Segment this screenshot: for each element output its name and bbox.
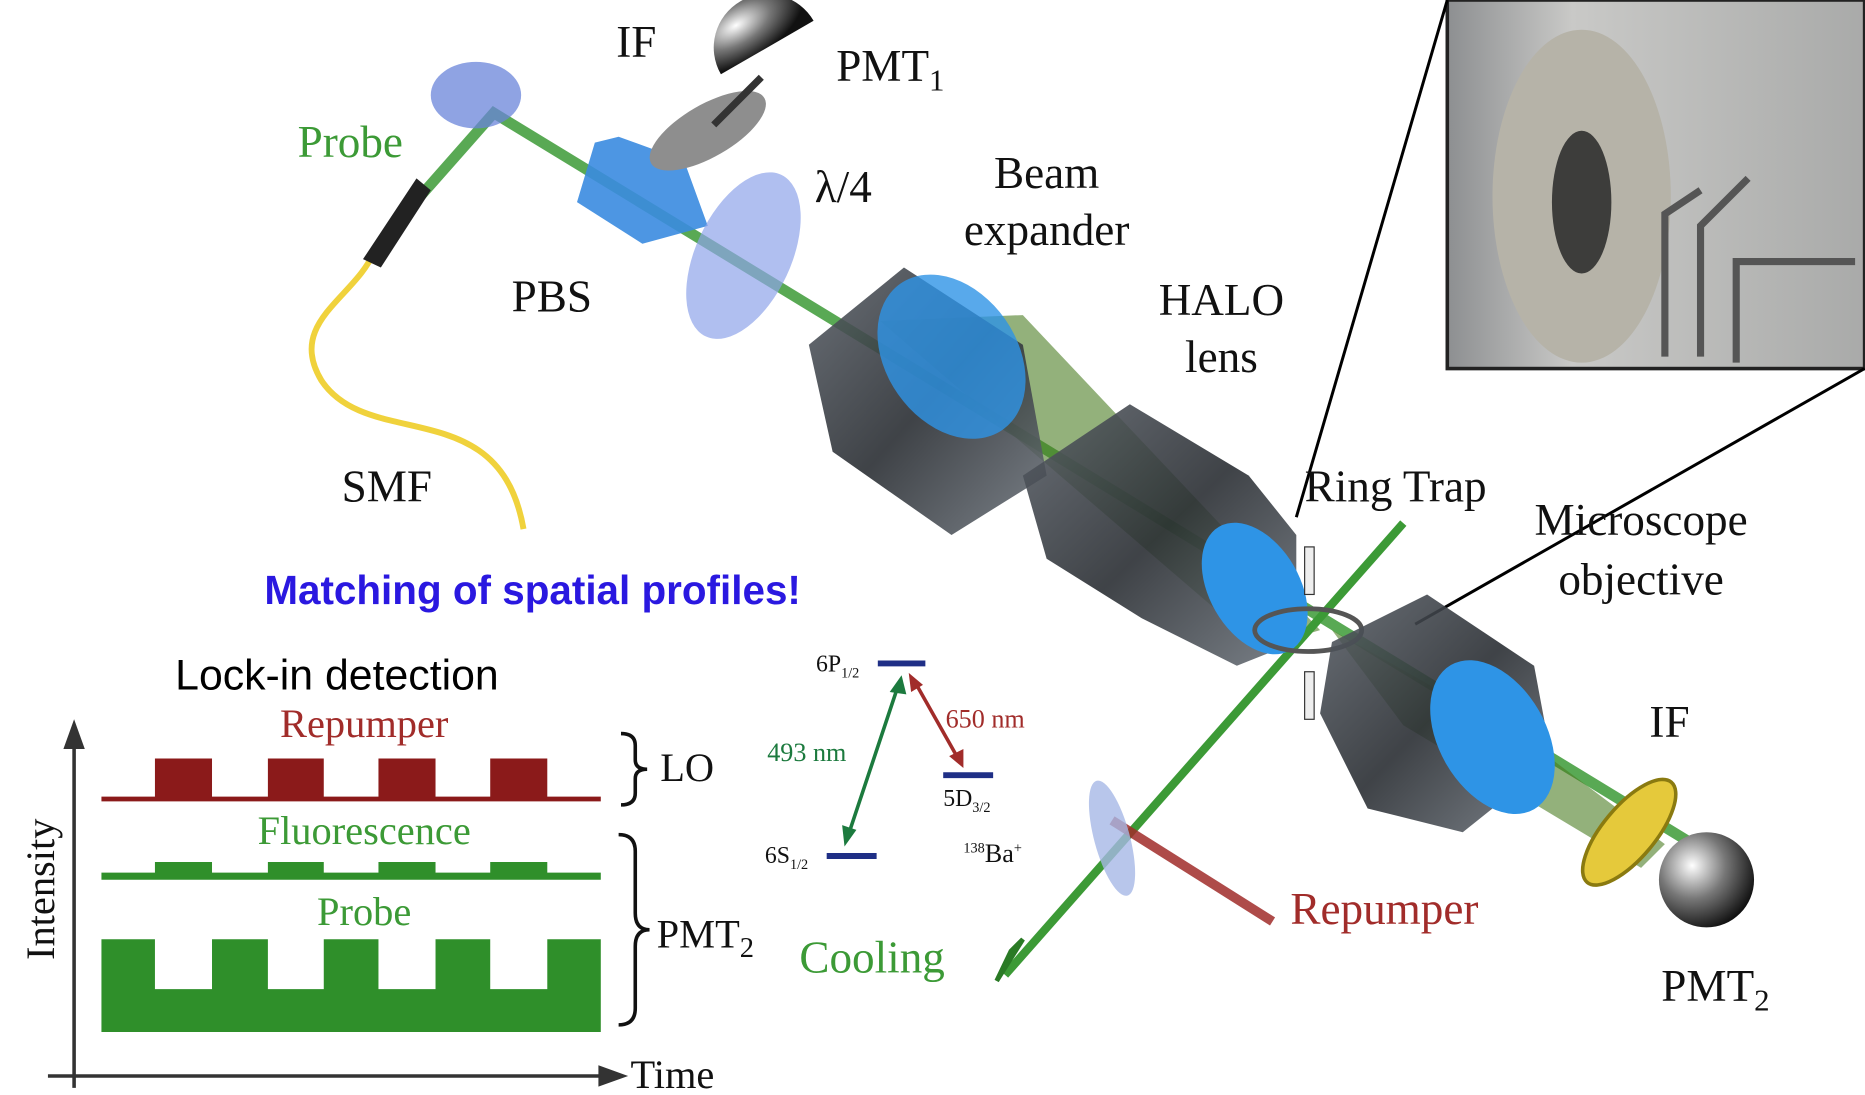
lockin-label: Repumper — [280, 701, 449, 746]
label: PMT1 — [836, 41, 944, 98]
text: HALO — [1159, 275, 1284, 325]
diagram: IF PMT1 Probe λ/4 Beamexpander PBS HALOl… — [0, 0, 1865, 1095]
text: lens — [1185, 332, 1258, 382]
text: expander — [964, 205, 1129, 255]
text: PMT — [836, 41, 929, 91]
lockin-title: Lock-in detection — [175, 652, 499, 700]
label: PMT2 — [1661, 961, 1769, 1018]
text: 5D — [943, 786, 972, 812]
label: λ/4 — [815, 162, 872, 212]
text: Beam — [994, 148, 1099, 198]
label: Beam expander — [964, 148, 1129, 255]
text: 1 — [929, 62, 944, 97]
text: + — [1014, 840, 1022, 856]
text: 3/2 — [972, 800, 990, 816]
level-label: 6P1/2 — [816, 652, 859, 682]
lockin-panel: Lock-in detection Repumper LO Fluorescen… — [18, 652, 754, 1095]
text: 6S — [765, 843, 790, 869]
transition-label: 493 nm — [767, 738, 846, 767]
page: {"setup": {"if_top": "IF", "pmt_top": {"… — [0, 0, 1865, 1095]
text: 1/2 — [790, 857, 808, 873]
lockin-label: LO — [660, 745, 714, 790]
level-label: 5D3/2 — [943, 786, 990, 816]
y-axis-label: Intensity — [18, 818, 63, 960]
text: Microscope — [1535, 495, 1748, 545]
lockin-label: Probe — [317, 889, 411, 934]
label: Ring Trap — [1305, 462, 1487, 512]
text: 138 — [963, 840, 984, 856]
ion-label: 138Ba+ — [963, 839, 1021, 868]
label: Probe — [298, 117, 403, 167]
text: 6P — [816, 652, 841, 678]
label: Cooling — [799, 933, 945, 983]
label: Repumper — [1290, 884, 1478, 934]
x-axis-label: Time — [631, 1052, 715, 1095]
text: Ba — [985, 839, 1014, 868]
level-label: 6S1/2 — [765, 843, 808, 873]
beam-expander-body — [809, 246, 1056, 535]
transition-label: 650 nm — [946, 705, 1025, 734]
label: Microscope objective — [1535, 495, 1748, 604]
microscope-body — [1320, 594, 1580, 835]
text: objective — [1558, 554, 1724, 604]
lockin-label: PMT2 — [657, 912, 754, 965]
text: PMT — [1661, 961, 1754, 1011]
label: SMF — [342, 462, 432, 512]
note: Matching of spatial profiles! — [264, 567, 801, 613]
label: IF — [1649, 697, 1689, 747]
label: PBS — [512, 271, 592, 321]
label: HALO lens — [1159, 275, 1284, 382]
text: 1/2 — [841, 666, 859, 682]
lockin-label: Fluorescence — [258, 808, 471, 853]
text: PMT — [657, 912, 740, 957]
text: 2 — [1754, 983, 1769, 1018]
label: IF — [616, 17, 656, 67]
level-scheme: 6P1/2 5D3/2 6S1/2 493 nm 650 nm 138Ba+ — [765, 652, 1025, 873]
text: 2 — [740, 933, 754, 964]
